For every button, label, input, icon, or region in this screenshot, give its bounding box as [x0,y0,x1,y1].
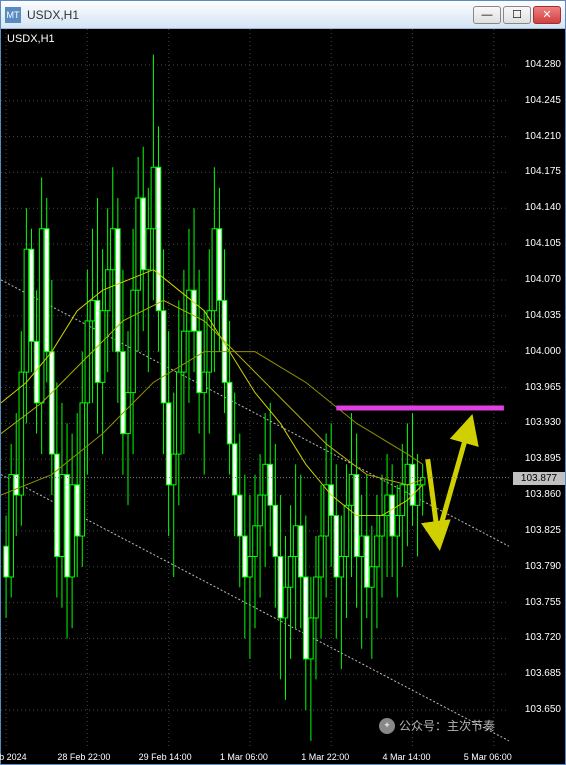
x-tick-label: 28 Feb 22:00 [57,752,110,762]
close-button[interactable]: ✕ [533,6,561,24]
y-tick-label: 103.790 [525,561,561,572]
current-price-marker: 103.877 [513,472,565,485]
y-tick-label: 103.895 [525,453,561,464]
y-tick-label: 103.825 [525,525,561,536]
instrument-label: USDX,H1 [7,33,55,45]
y-tick-label: 103.650 [525,704,561,715]
y-tick-label: 103.930 [525,417,561,428]
y-tick-label: 104.280 [525,59,561,70]
app-icon: MT [5,7,21,23]
x-tick-label: 5 Mar 06:00 [464,752,512,762]
y-axis: 104.280 104.245 104.210 104.175 104.140 104.1… [509,29,565,746]
watermark: ✦ 公众号：主次节奏 [379,717,495,734]
x-axis: 28 Feb 2024 28 Feb 22:00 29 Feb 14:00 1 Mar… [1,746,509,764]
y-tick-label: 104.070 [525,274,561,285]
y-tick-label: 104.140 [525,202,561,213]
y-tick-label: 104.000 [525,346,561,357]
maximize-button[interactable]: ☐ [503,6,531,24]
x-tick-label: 4 Mar 14:00 [382,752,430,762]
chart-canvas [1,29,509,746]
minimize-button[interactable]: — [473,6,501,24]
watermark-text: 公众号：主次节奏 [399,717,495,734]
y-tick-label: 103.860 [525,489,561,500]
y-tick-label: 104.105 [525,238,561,249]
x-tick-label: 1 Mar 22:00 [301,752,349,762]
y-tick-label: 104.035 [525,310,561,321]
x-tick-label: 1 Mar 06:00 [220,752,268,762]
y-tick-label: 104.245 [525,95,561,106]
window-title: USDX,H1 [27,8,473,22]
x-tick-label: 28 Feb 2024 [0,752,27,762]
y-tick-label: 103.965 [525,382,561,393]
y-tick-label: 103.720 [525,632,561,643]
chart-plot-area[interactable]: USDX,H1 [1,29,509,746]
titlebar[interactable]: MT USDX,H1 — ☐ ✕ [1,1,565,29]
y-tick-label: 104.210 [525,131,561,142]
chart-container: USDX,H1 104.280104.245104.210104.175104.… [1,29,565,764]
y-tick-label: 103.685 [525,668,561,679]
chart-window: MT USDX,H1 — ☐ ✕ USDX,H1 104.280104.2451… [0,0,566,765]
watermark-icon: ✦ [379,718,395,734]
y-tick-label: 103.755 [525,597,561,608]
x-tick-label: 29 Feb 14:00 [139,752,192,762]
window-controls: — ☐ ✕ [473,6,561,24]
y-tick-label: 104.175 [525,166,561,177]
